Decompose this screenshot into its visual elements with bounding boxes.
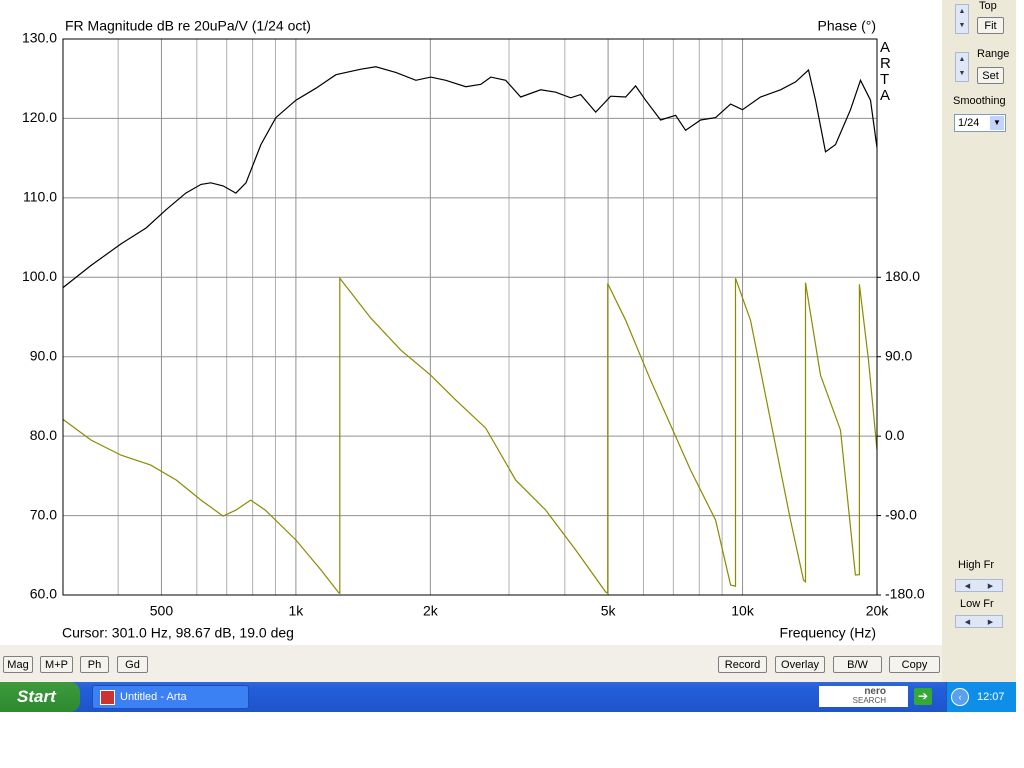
chart: FR Magnitude dB re 20uPa/V (1/24 oct) Ph… [22, 18, 925, 641]
app-icon [100, 690, 115, 705]
y2-tick-label: 180.0 [885, 268, 920, 284]
bw-button[interactable]: B/W [833, 656, 882, 673]
y-tick-label: 60.0 [30, 586, 57, 602]
x-tick-label: 2k [423, 603, 439, 619]
x-tick-label: 1k [288, 603, 304, 619]
y-tick-label: 80.0 [30, 427, 57, 443]
y-tick-label: 130.0 [22, 30, 57, 46]
set-button[interactable]: Set [977, 67, 1004, 84]
watermark: ARTA [880, 39, 891, 104]
tray-toggle[interactable]: ‹ [951, 688, 969, 706]
x-tick-label: 20k [866, 603, 890, 619]
x-tick-label: 10k [731, 603, 755, 619]
record-button[interactable]: Record [718, 656, 767, 673]
plot-frame [62, 38, 878, 596]
nero-logo: nero [864, 686, 886, 697]
y-tick-label: 120.0 [22, 109, 57, 125]
copy-button[interactable]: Copy [889, 656, 940, 673]
top-label: Top [979, 0, 997, 12]
x-tick-label: 500 [150, 603, 174, 619]
y2-axis-label: Phase (°) [817, 18, 876, 34]
range-spin[interactable]: ▲ ▼ [955, 52, 969, 82]
high-fr-arrows[interactable]: ◀ ▶ [955, 579, 1003, 592]
y2-tick-label: -180.0 [885, 586, 925, 602]
y2-tick-label: -90.0 [885, 506, 917, 522]
mp-button[interactable]: M+P [40, 656, 73, 673]
mag-button[interactable]: Mag [3, 656, 33, 673]
clock-time: 12:07 [977, 691, 1005, 703]
low-fr-arrows[interactable]: ◀ ▶ [955, 615, 1003, 628]
ph-button[interactable]: Ph [80, 656, 109, 673]
range-label: Range [977, 48, 1010, 60]
top-spin[interactable]: ▲ ▼ [955, 4, 969, 34]
y2-tick-label: 0.0 [885, 427, 905, 443]
y-tick-label: 70.0 [30, 506, 57, 522]
gd-button[interactable]: Gd [117, 656, 148, 673]
chart-title: FR Magnitude dB re 20uPa/V (1/24 oct) [65, 18, 311, 34]
dropdown-arrow: ▼ [990, 116, 1004, 130]
cursor-readout: Cursor: 301.0 Hz, 98.67 dB, 19.0 deg [62, 625, 294, 641]
y-tick-label: 100.0 [22, 268, 57, 284]
smoothing-value: 1/24 [958, 117, 980, 129]
go-button[interactable]: ➔ [914, 688, 932, 705]
y-tick-label: 110.0 [23, 189, 57, 205]
high-fr-label: High Fr [958, 559, 995, 571]
phase-line [62, 276, 878, 595]
side-panel [942, 0, 1016, 682]
nero-search[interactable]: nero SEARCH [819, 686, 908, 707]
y-tick-label: 90.0 [30, 347, 57, 363]
search-logo: SEARCH [852, 696, 886, 705]
x-axis-label: Frequency (Hz) [780, 625, 876, 641]
fit-button[interactable]: Fit [977, 17, 1004, 34]
x-tick-label: 5k [601, 603, 617, 619]
magnitude-line [62, 66, 878, 289]
window-button[interactable]: Untitled - Arta [92, 685, 249, 709]
low-fr-label: Low Fr [960, 598, 994, 610]
start-button[interactable]: Start [0, 682, 80, 712]
window-title: Untitled - Arta [120, 691, 187, 703]
smoothing-label: Smoothing [953, 95, 1006, 107]
plot-area [63, 39, 877, 595]
overlay-button[interactable]: Overlay [775, 656, 825, 673]
y2-tick-label: 90.0 [885, 347, 912, 363]
smoothing-select[interactable]: 1/24 ▼ [954, 114, 1006, 132]
clock: ‹ 12:07 [946, 682, 1016, 712]
